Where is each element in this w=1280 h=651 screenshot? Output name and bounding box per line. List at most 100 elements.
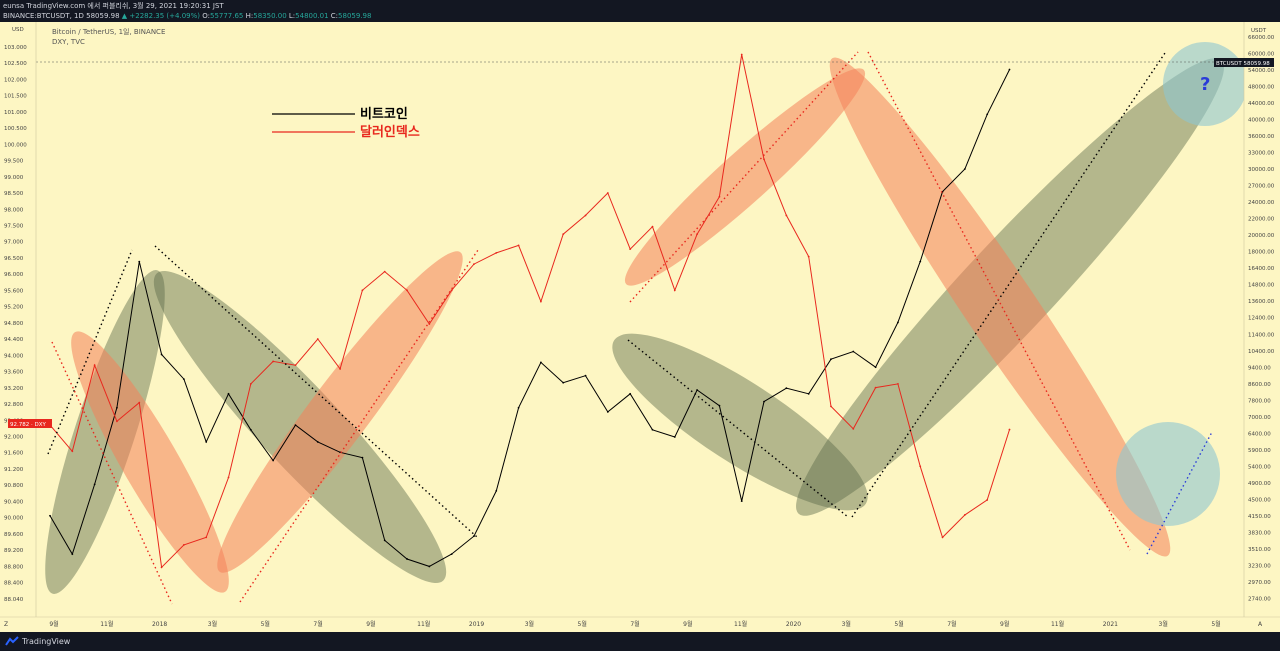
dxy-point	[316, 338, 319, 340]
brand-label: TradingView	[22, 636, 71, 646]
btc-point	[986, 113, 989, 116]
dxy-point	[517, 244, 520, 247]
left-axis-tick: 101.000	[4, 110, 27, 116]
right-axis-tick: 27000.00	[1248, 184, 1275, 190]
btc-point	[919, 260, 922, 263]
btc-point	[807, 392, 810, 395]
dxy-point	[629, 248, 632, 251]
right-axis-tick: 44000.00	[1248, 101, 1275, 107]
dxy-point	[428, 323, 431, 325]
tradingview-logo[interactable]: TradingView	[5, 636, 70, 646]
dxy-point	[651, 225, 654, 228]
dxy-point	[763, 158, 765, 161]
dxy-point	[182, 543, 185, 546]
high-label: H:	[245, 12, 254, 20]
right-axis-tick: 66000.00	[1248, 35, 1275, 41]
dxy-point	[963, 514, 966, 516]
x-axis-tick: 11월	[417, 620, 430, 628]
btc-point	[182, 378, 185, 381]
left-axis-tick: 100.500	[4, 126, 27, 132]
right-axis-panel	[1244, 22, 1280, 632]
left-axis-tick: 101.500	[4, 94, 27, 100]
dxy-point	[339, 368, 341, 370]
btc-point	[584, 374, 587, 377]
btc-trend-down-1	[154, 245, 478, 538]
x-axis-tick: 7월	[313, 620, 322, 628]
left-axis-tick: 92.000	[4, 434, 24, 440]
btc-trend-up-1	[47, 249, 133, 455]
btc-point	[272, 459, 275, 462]
close-label: C:	[330, 12, 339, 20]
btc-point	[361, 456, 364, 459]
right-axis-tick: 4900.00	[1248, 481, 1271, 487]
x-axis-tick: 7월	[947, 620, 956, 628]
btc-trend-down-2	[627, 339, 849, 518]
left-axis-tick: 92.800	[4, 402, 24, 408]
x-axis-tick: 3월	[208, 620, 217, 628]
right-axis-tick: 4150.00	[1248, 514, 1271, 520]
dxy-point	[919, 465, 922, 468]
btc-point	[540, 361, 542, 364]
x-axis-tick: 9월	[683, 620, 692, 628]
btc-point	[763, 400, 765, 403]
right-axis-tick: 22000.00	[1248, 217, 1275, 223]
btc-point	[339, 451, 341, 454]
btc-point	[897, 321, 899, 324]
btc-point	[852, 350, 855, 353]
btc-price-marker	[1214, 58, 1274, 67]
right-axis-tick: 3830.00	[1248, 530, 1271, 536]
symbol-label: BINANCE:BTCUSDT, 1D	[3, 12, 84, 20]
left-axis-tick: 93.200	[4, 386, 24, 392]
left-axis-tick: 95.200	[4, 305, 24, 311]
btc-point	[49, 514, 51, 517]
axes: 103.000 102.500 102.000 101.500 101.000 100.5…	[0, 22, 1280, 632]
x-axis-tick: 2020	[786, 621, 801, 628]
chart-area[interactable]: 103.000 102.500 102.000 101.500 101.000 100.5…	[0, 22, 1280, 632]
btc-point	[473, 535, 475, 537]
footer-bar: TradingView	[0, 632, 1280, 651]
dxy-point	[562, 233, 565, 236]
btc-point	[696, 389, 698, 391]
right-axis-unit: USDT	[1251, 28, 1267, 34]
dxy-point	[249, 382, 252, 385]
btc-point	[71, 553, 74, 556]
dxy-point	[852, 427, 855, 430]
dxy-point	[606, 192, 609, 194]
btc-point	[450, 553, 453, 556]
chart-header: eunsa TradingView.com 에서 퍼블리쉬, 3월 29, 20…	[0, 0, 1280, 22]
chart-subtitle: DXY, TVC	[52, 38, 85, 46]
left-axis-tick: 90.000	[4, 516, 24, 522]
dxy-point	[696, 233, 698, 236]
dxy-point	[473, 263, 475, 266]
left-axis-tick: 102.000	[4, 77, 27, 83]
right-axis-tick: 7000.00	[1248, 415, 1271, 421]
btc-point	[249, 428, 252, 431]
left-axis-tick: 90.400	[4, 499, 24, 505]
x-axis-tick: 5월	[894, 620, 903, 628]
right-axis-tick: 6400.00	[1248, 431, 1271, 437]
x-axis-tick: 11월	[734, 620, 747, 628]
dxy-point	[272, 360, 275, 363]
open-value: 55777.65	[209, 12, 244, 20]
left-axis-tick: 91.600	[4, 451, 24, 457]
left-axis-tick: 100.000	[4, 142, 27, 148]
btc-point	[428, 565, 431, 568]
btc-point	[316, 441, 319, 443]
dxy-point	[874, 386, 877, 389]
dxy-price-marker	[8, 419, 52, 428]
dxy-trend-down-1	[51, 341, 173, 605]
x-axis-tick: 11월	[100, 620, 113, 628]
dxy-point	[495, 251, 498, 254]
btc-point	[651, 428, 654, 431]
chart-svg[interactable]: 103.000 102.500 102.000 101.500 101.000 100.5…	[0, 22, 1280, 632]
up-arrow-icon: ▲	[121, 12, 128, 20]
x-axis-tick: 3월	[842, 620, 851, 628]
legend-dxy-label: 달러인덱스	[360, 124, 420, 140]
btc-price-line	[49, 69, 1010, 567]
auto-scale-label: A	[1258, 621, 1263, 628]
dxy-point	[116, 420, 118, 423]
left-axis-tick: 89.600	[4, 532, 24, 538]
right-axis-tick: 16400.00	[1248, 266, 1275, 272]
dxy-index-line	[49, 54, 1010, 569]
right-axis-tick: 48000.00	[1248, 85, 1275, 91]
